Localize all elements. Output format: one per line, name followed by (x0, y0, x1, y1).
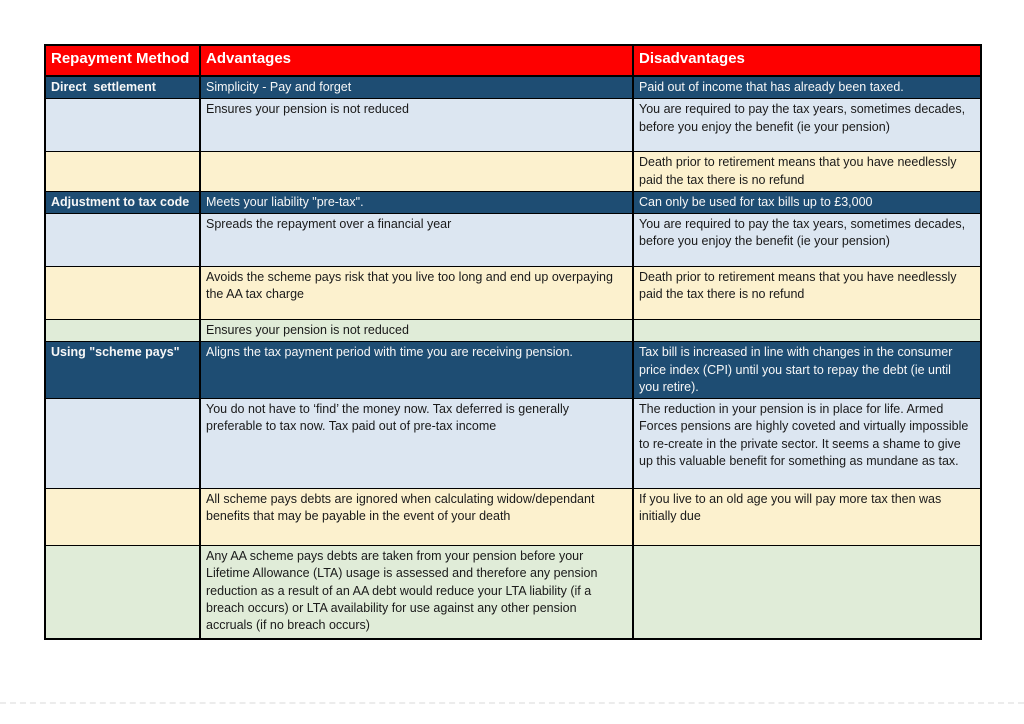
column-header-repayment-method: Repayment Method (44, 44, 201, 77)
advantage-cell: All scheme pays debts are ignored when c… (199, 488, 634, 546)
table-row: All scheme pays debts are ignored when c… (44, 488, 982, 546)
advantage-cell: Ensures your pension is not reduced (199, 98, 634, 153)
disadvantage-cell (632, 318, 982, 343)
advantage-cell (199, 151, 634, 192)
advantage-cell: Any AA scheme pays debts are taken from … (199, 545, 634, 639)
advantage-cell: Avoids the scheme pays risk that you liv… (199, 266, 634, 320)
advantage-cell: Ensures your pension is not reduced (199, 318, 634, 343)
method-cell (44, 266, 201, 320)
method-cell (44, 151, 201, 192)
disadvantage-cell: Death prior to retirement means that you… (632, 151, 982, 192)
advantage-cell: Spreads the repayment over a financial y… (199, 213, 634, 267)
method-cell: Using "scheme pays" (44, 341, 201, 399)
page-break-indicator (0, 702, 1024, 704)
disadvantage-cell: Tax bill is increased in line with chang… (632, 341, 982, 399)
advantage-cell: Simplicity - Pay and forget (199, 75, 634, 100)
method-cell: Direct settlement (44, 75, 201, 100)
table-row: Spreads the repayment over a financial y… (44, 213, 982, 267)
table-row: Adjustment to tax code Meets your liabil… (44, 190, 982, 215)
table-row: Any AA scheme pays debts are taken from … (44, 545, 982, 639)
method-cell (44, 545, 201, 639)
disadvantage-cell: You are required to pay the tax years, s… (632, 213, 982, 267)
table-row: Direct settlement Simplicity - Pay and f… (44, 75, 982, 100)
method-cell (44, 98, 201, 153)
disadvantage-cell: Can only be used for tax bills up to £3,… (632, 190, 982, 215)
table-row: You do not have to ‘find’ the money now.… (44, 398, 982, 489)
table-row: Ensures your pension is not reduced You … (44, 98, 982, 153)
table-row: Using "scheme pays" Aligns the tax payme… (44, 341, 982, 399)
advantage-cell: Aligns the tax payment period with time … (199, 341, 634, 399)
advantage-cell: Meets your liability "pre-tax". (199, 190, 634, 215)
method-cell (44, 318, 201, 343)
table-header-row: Repayment Method Advantages Disadvantage… (44, 44, 982, 77)
disadvantage-cell: Paid out of income that has already been… (632, 75, 982, 100)
disadvantage-cell: If you live to an old age you will pay m… (632, 488, 982, 546)
table-row: Death prior to retirement means that you… (44, 151, 982, 192)
table-row: Ensures your pension is not reduced (44, 318, 982, 343)
disadvantage-cell: You are required to pay the tax years, s… (632, 98, 982, 153)
repayment-methods-table: Repayment Method Advantages Disadvantage… (44, 44, 982, 640)
method-cell: Adjustment to tax code (44, 190, 201, 215)
column-header-advantages: Advantages (199, 44, 634, 77)
method-cell (44, 398, 201, 489)
method-cell (44, 213, 201, 267)
method-cell (44, 488, 201, 546)
table-row: Avoids the scheme pays risk that you liv… (44, 266, 982, 320)
advantage-cell: You do not have to ‘find’ the money now.… (199, 398, 634, 489)
disadvantage-cell: The reduction in your pension is in plac… (632, 398, 982, 489)
disadvantage-cell (632, 545, 982, 639)
disadvantage-cell: Death prior to retirement means that you… (632, 266, 982, 320)
column-header-disadvantages: Disadvantages (632, 44, 982, 77)
